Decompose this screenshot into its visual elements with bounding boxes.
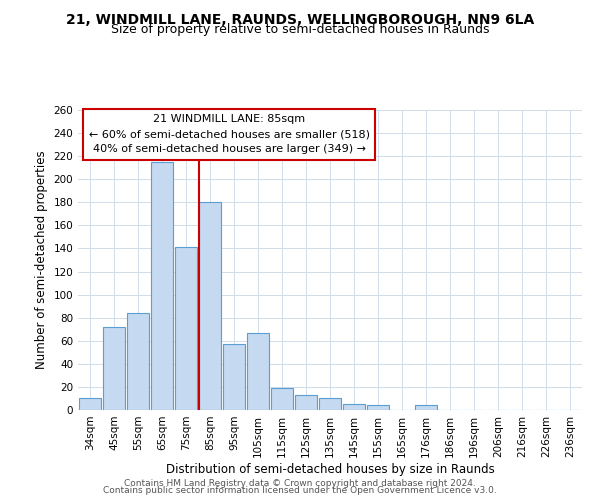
Bar <box>247 332 269 410</box>
Bar <box>343 404 365 410</box>
Text: 21, WINDMILL LANE, RAUNDS, WELLINGBOROUGH, NN9 6LA: 21, WINDMILL LANE, RAUNDS, WELLINGBOROUG… <box>66 12 534 26</box>
Text: Contains public sector information licensed under the Open Government Licence v3: Contains public sector information licen… <box>103 486 497 495</box>
Bar <box>199 202 221 410</box>
Bar <box>295 395 317 410</box>
Bar <box>415 406 437 410</box>
Bar <box>127 313 149 410</box>
Bar <box>103 327 125 410</box>
Bar <box>175 248 197 410</box>
Bar <box>319 398 341 410</box>
Bar <box>271 388 293 410</box>
X-axis label: Distribution of semi-detached houses by size in Raunds: Distribution of semi-detached houses by … <box>166 462 494 475</box>
Text: 21 WINDMILL LANE: 85sqm
← 60% of semi-detached houses are smaller (518)
40% of s: 21 WINDMILL LANE: 85sqm ← 60% of semi-de… <box>89 114 370 154</box>
Bar <box>367 406 389 410</box>
Y-axis label: Number of semi-detached properties: Number of semi-detached properties <box>35 150 48 370</box>
Text: Contains HM Land Registry data © Crown copyright and database right 2024.: Contains HM Land Registry data © Crown c… <box>124 478 476 488</box>
Bar <box>151 162 173 410</box>
Text: Size of property relative to semi-detached houses in Raunds: Size of property relative to semi-detach… <box>111 22 489 36</box>
Bar <box>79 398 101 410</box>
Bar <box>223 344 245 410</box>
